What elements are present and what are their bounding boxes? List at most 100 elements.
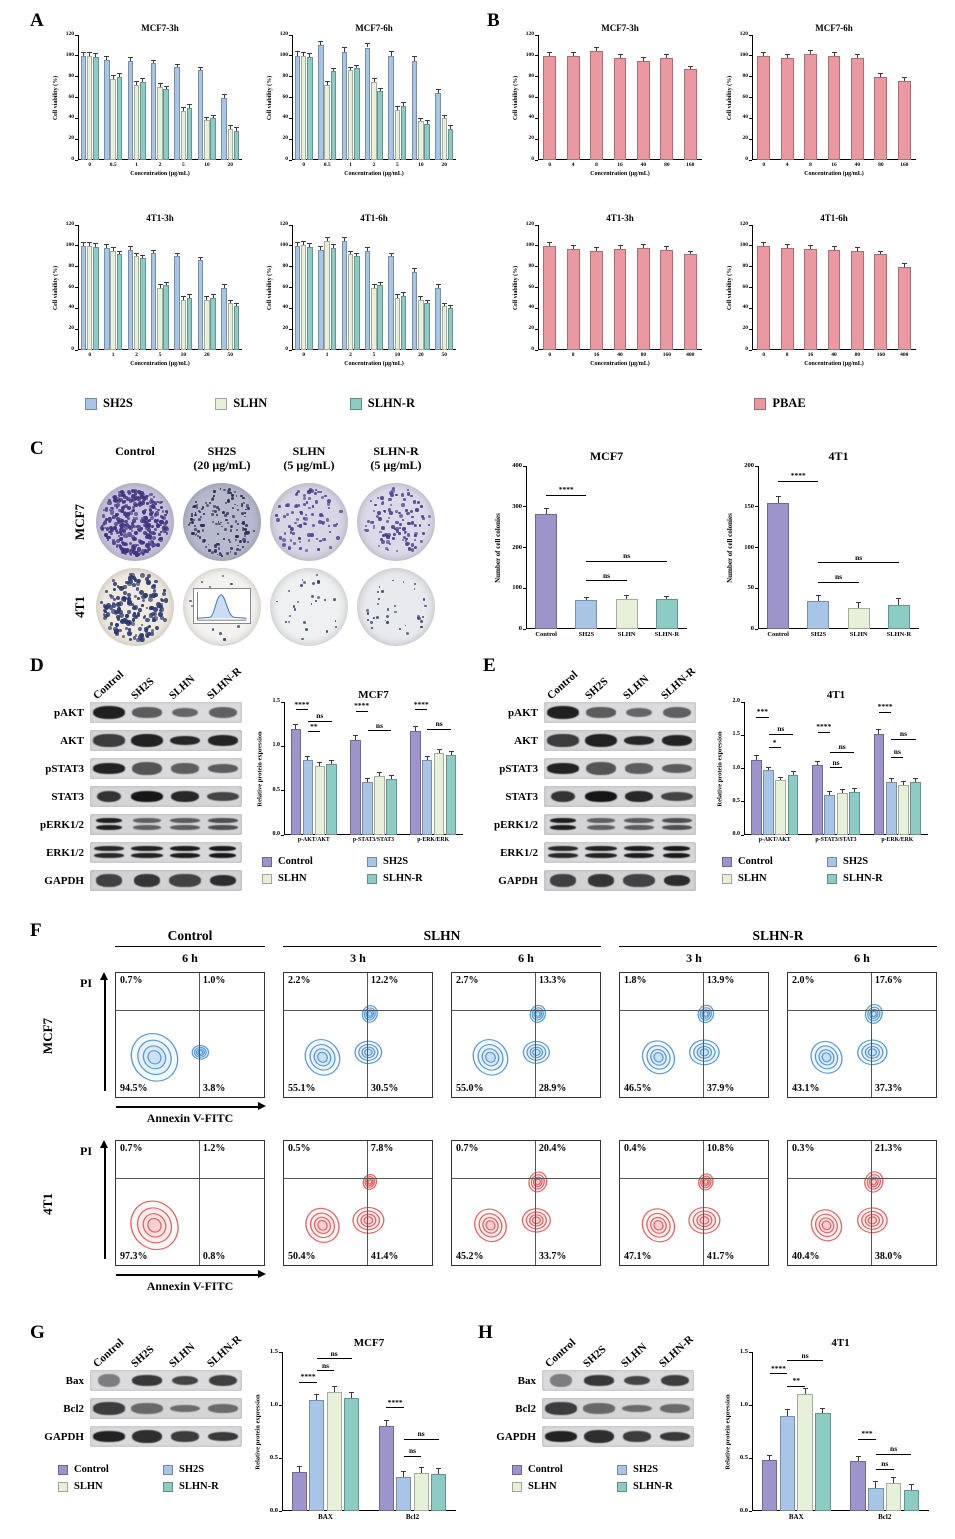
- bar: [885, 781, 897, 835]
- significance-label: ns: [832, 757, 840, 767]
- bar: [394, 297, 401, 350]
- protein-band: [550, 874, 576, 887]
- cell-population-contour: [703, 1179, 709, 1185]
- bar: [386, 779, 397, 835]
- error-bar-cap: [307, 243, 313, 245]
- error-bar: [142, 78, 144, 82]
- colony-dot: [134, 504, 138, 508]
- colony-dot: [246, 541, 249, 543]
- cell-population-contour: [650, 1048, 667, 1066]
- protein-band: [133, 874, 160, 887]
- error-bar-cap: [330, 67, 336, 69]
- significance-line: [891, 756, 904, 758]
- colony-dot: [295, 492, 299, 496]
- chart-b-mcf7-3h: MCF7-3h Cell viability (%) 0 20 40 60 80 100 120…: [508, 22, 708, 184]
- significance-label: ****: [387, 1397, 403, 1407]
- colony-dot: [229, 546, 233, 551]
- error-bar: [165, 86, 167, 90]
- bar: [566, 248, 580, 350]
- y-tick-label: 60: [68, 93, 75, 100]
- colony-dot: [387, 516, 391, 520]
- colony-dot: [243, 527, 247, 532]
- colony-dot: [197, 534, 200, 538]
- bar: [683, 254, 697, 350]
- colony-dot: [131, 498, 136, 502]
- significance-line: [586, 560, 667, 562]
- bar: [850, 1461, 866, 1511]
- y-tick-label: 100: [739, 51, 748, 58]
- error-bar: [200, 67, 202, 71]
- protein-band: [207, 1404, 239, 1413]
- error-bar-cap: [294, 51, 300, 53]
- colony-dot: [142, 497, 147, 501]
- colony-dot: [419, 504, 423, 508]
- significance-label: ns: [417, 1429, 425, 1439]
- y-tick: [75, 266, 78, 268]
- error-bar-cap: [377, 87, 383, 89]
- colony-dot: [327, 499, 332, 503]
- protein-band: [623, 1431, 651, 1442]
- colony-dot: [318, 512, 323, 517]
- y-tick: [281, 834, 284, 836]
- dish-col-header-s2-line1: SH2S: [207, 444, 237, 458]
- colony-dot: [335, 535, 340, 540]
- colony-dot: [102, 522, 105, 525]
- error-bar-cap: [388, 252, 394, 254]
- error-bar: [585, 597, 587, 600]
- y-tick-label: 0: [285, 156, 288, 162]
- lane-labels: Control SH2S SLHN SLHN-R: [488, 1328, 700, 1370]
- protein-band: [94, 846, 124, 851]
- legend-swatch: [754, 397, 767, 410]
- y-tick: [75, 34, 78, 36]
- error-bar-cap: [664, 246, 670, 248]
- colony-dot: [217, 508, 221, 511]
- error-bar: [666, 596, 668, 600]
- error-bar: [165, 282, 167, 286]
- colony-dot: [369, 620, 373, 624]
- y-tick: [75, 245, 78, 247]
- blot-row-label: STAT3: [505, 790, 538, 803]
- significance-line: [817, 731, 830, 733]
- error-bar: [420, 118, 422, 122]
- colony-dot: [231, 514, 236, 519]
- colony-dot: [282, 542, 287, 547]
- error-bar: [351, 1392, 353, 1398]
- protein-band: [206, 791, 240, 802]
- bar: [812, 765, 823, 835]
- y-tick: [535, 307, 538, 309]
- y-tick-label: 0.5: [269, 1454, 278, 1461]
- quadrant-vline: [366, 1141, 368, 1265]
- y-tick: [535, 159, 538, 161]
- colony-dot: [276, 518, 281, 522]
- error-bar-cap: [93, 243, 99, 245]
- bar: [204, 120, 210, 160]
- blot-row-label: pERK1/2: [39, 818, 84, 831]
- chart-title: 4T1-6h: [820, 213, 848, 223]
- colony-dot: [158, 605, 163, 610]
- protein-band: [207, 825, 239, 830]
- colony-dot: [428, 515, 431, 519]
- colony-dot: [149, 539, 154, 544]
- colony-dot: [324, 599, 327, 602]
- colony-dot: [244, 523, 248, 527]
- y-tick: [75, 224, 78, 226]
- y-tick: [523, 547, 526, 548]
- y-tick-label: 60: [282, 93, 289, 100]
- colony-dot: [283, 515, 286, 519]
- colony-dot: [112, 578, 116, 582]
- colony-dot: [127, 599, 132, 605]
- x-tick-label: 4: [571, 162, 575, 168]
- blot-row-label: pAKT: [508, 706, 538, 719]
- protein-band: [549, 825, 577, 830]
- legend-item: Control: [58, 1464, 153, 1475]
- error-bar: [331, 760, 333, 765]
- colony-dot: [303, 503, 306, 506]
- blot-strip: [542, 1398, 694, 1419]
- colony-dot: [241, 521, 245, 525]
- bar: [413, 1472, 429, 1511]
- y-tick: [749, 1404, 752, 1406]
- colony-dot: [395, 493, 399, 497]
- protein-band: [659, 1404, 691, 1413]
- protein-band: [586, 707, 616, 718]
- colony-dot: [127, 631, 132, 636]
